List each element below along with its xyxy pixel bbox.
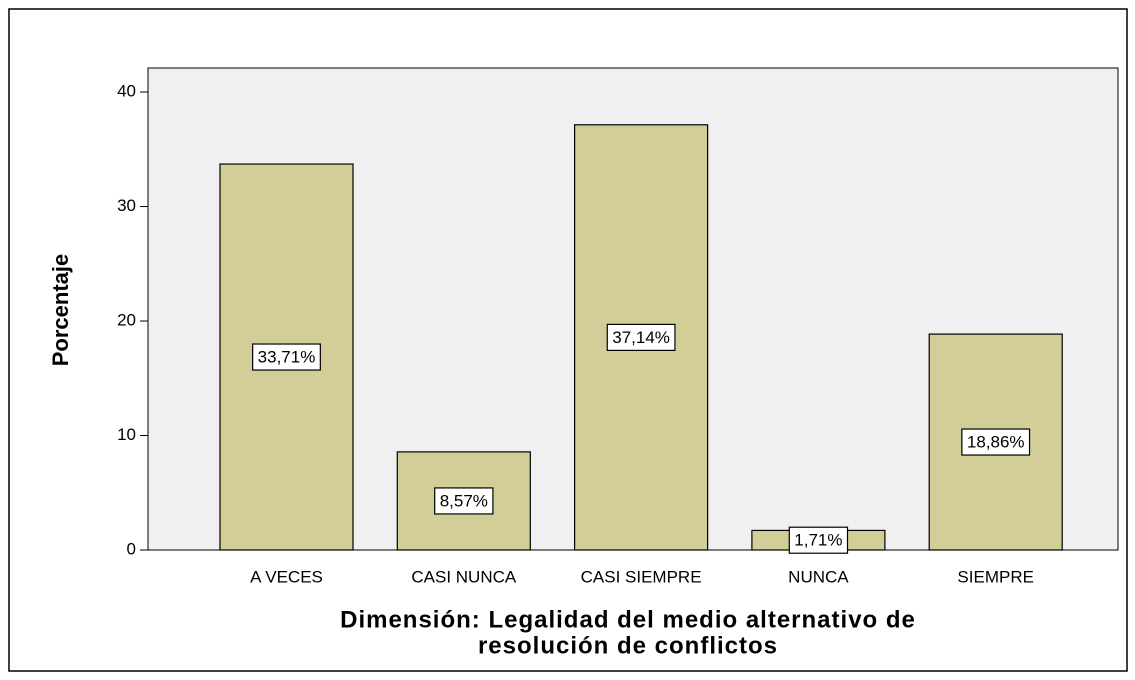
value-label-box [788, 526, 849, 554]
x-axis-title: resolución de conflictos [478, 632, 778, 659]
x-tick-label: NUNCA [788, 567, 849, 586]
value-label-box [252, 343, 321, 371]
x-tick-label: CASI NUNCA [411, 567, 517, 586]
value-label-box [434, 487, 494, 515]
value-label: 33,71% [258, 348, 316, 367]
value-label: 37,14% [612, 328, 670, 347]
x-tick-label: A VECES [250, 567, 323, 586]
y-tick-label: 10 [117, 425, 136, 444]
value-label-box [606, 323, 676, 351]
value-label: 1,71% [794, 531, 842, 550]
y-tick-label: 40 [117, 82, 136, 101]
y-tick-label: 30 [117, 196, 136, 215]
x-tick-label: CASI SIEMPRE [581, 567, 702, 586]
y-tick-label: 0 [127, 539, 136, 558]
value-label: 8,57% [440, 491, 488, 510]
x-axis-title: Dimensión: Legalidad del medio alternati… [340, 606, 916, 633]
y-tick-label: 20 [117, 311, 136, 330]
value-label-box [961, 428, 1031, 456]
value-label: 18,86% [967, 433, 1025, 452]
y-axis-title: Porcentaje [48, 254, 73, 367]
x-tick-label: SIEMPRE [957, 567, 1034, 586]
